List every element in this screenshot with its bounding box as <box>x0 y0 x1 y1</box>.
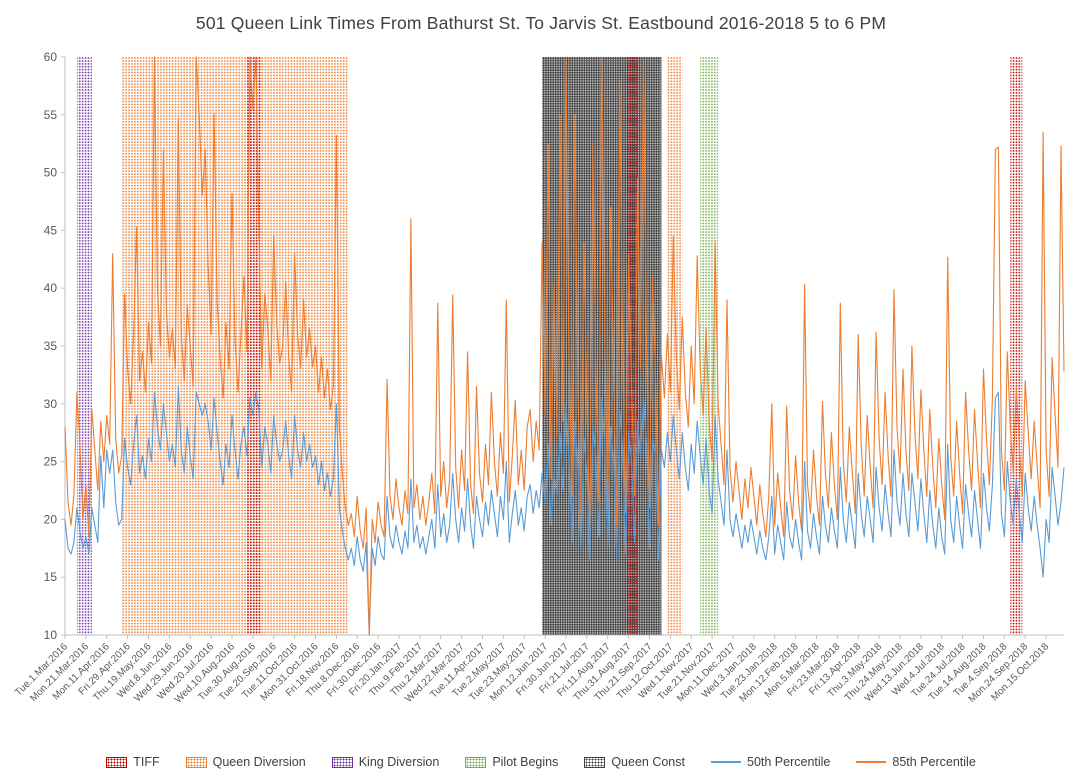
legend-item-king-diversion: King Diversion <box>331 755 440 769</box>
legend-label: TIFF <box>133 755 160 769</box>
legend-band-swatch <box>584 756 606 768</box>
y-tick-label: 60 <box>44 50 58 64</box>
y-tick-label: 10 <box>44 628 58 642</box>
legend-band-swatch <box>331 756 353 768</box>
legend-line-swatch <box>856 761 887 763</box>
legend-item-85th-percentile: 85th Percentile <box>856 755 976 769</box>
legend-label: 50th Percentile <box>747 755 831 769</box>
y-tick-label: 15 <box>44 570 58 584</box>
legend-band-swatch <box>185 756 207 768</box>
y-tick-label: 25 <box>44 455 58 469</box>
chart-title: 501 Queen Link Times From Bathurst St. T… <box>195 13 887 33</box>
event-band-king-diversion <box>76 57 92 635</box>
legend-label: Queen Diversion <box>212 755 306 769</box>
legend-item-queen-diversion: Queen Diversion <box>185 755 306 769</box>
legend-band-swatch <box>465 756 487 768</box>
chart-legend: TIFF Queen Diversion King Diversion Pilot B… <box>0 741 1082 783</box>
legend-item-queen-const: Queen Const <box>584 755 685 769</box>
y-tick-label: 40 <box>44 281 58 295</box>
legend-label: Queen Const <box>611 755 685 769</box>
y-tick-label: 50 <box>44 166 58 180</box>
y-tick-label: 20 <box>44 512 58 526</box>
legend-item-pilot-begins: Pilot Begins <box>465 755 558 769</box>
legend-label: Pilot Begins <box>492 755 559 769</box>
legend-line-swatch <box>711 761 741 763</box>
legend-label: 85th Percentile <box>892 755 976 769</box>
legend-band-swatch <box>106 756 128 768</box>
series-line-85th-percentile <box>64 56 1065 634</box>
event-band-tiff <box>625 57 638 635</box>
legend-label: King Diversion <box>358 755 440 769</box>
event-band-pilot-begins <box>700 57 719 635</box>
legend-item-50th-percentile: 50th Percentile <box>711 755 830 769</box>
legend-item-tiff: TIFF <box>106 755 160 769</box>
y-tick-label: 45 <box>44 223 58 237</box>
y-tick-label: 30 <box>44 397 58 411</box>
event-band-tiff <box>1010 57 1023 635</box>
event-band-queen-diversion <box>667 57 683 635</box>
y-tick-label: 35 <box>44 339 58 353</box>
y-tick-label: 55 <box>44 108 58 122</box>
chart-canvas: 1015202530354045505560Tue.1.Mar.2016Mon.… <box>13 50 1065 706</box>
series-line-50th-percentile <box>64 385 1065 636</box>
